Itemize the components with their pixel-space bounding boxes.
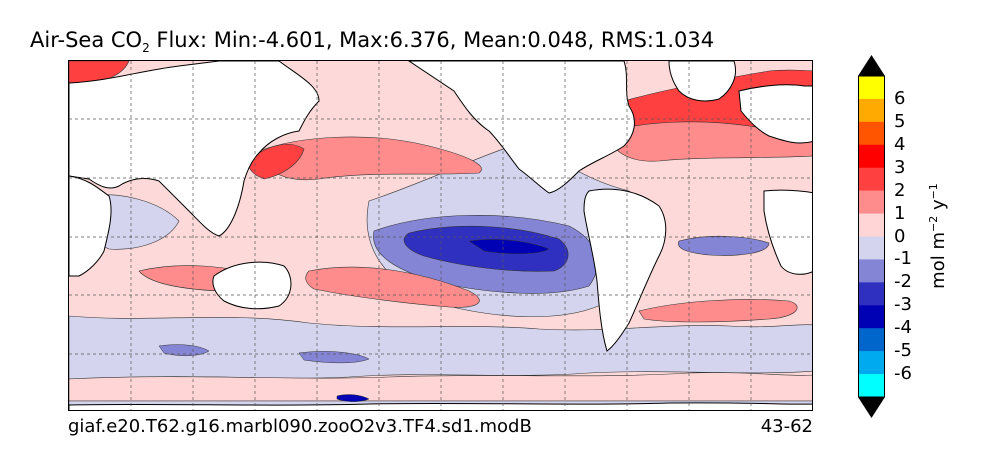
flux-map bbox=[68, 60, 813, 411]
north-pacific-red bbox=[258, 136, 482, 181]
south-pacific-red bbox=[305, 266, 480, 308]
colorbar-tick-label: -2 bbox=[894, 271, 912, 293]
land bbox=[69, 61, 812, 410]
colorbar-tick-label: 3 bbox=[894, 156, 906, 178]
north-america-land bbox=[408, 61, 635, 194]
map-gridlines bbox=[69, 61, 812, 410]
colorbar-tick-label: -3 bbox=[894, 294, 912, 316]
africa-east-land bbox=[763, 189, 812, 275]
map-canvas bbox=[69, 61, 812, 410]
colorbar-tick-label: 1 bbox=[894, 202, 906, 224]
plot-title: Air-Sea CO2 Flux: Min:-4.601, Max:6.376,… bbox=[30, 28, 715, 56]
colorbar-level bbox=[858, 121, 885, 146]
colorbar-tick-label: -1 bbox=[894, 248, 912, 270]
east-pacific-core bbox=[468, 239, 550, 255]
africa-land bbox=[69, 175, 112, 277]
south-atlantic-blue bbox=[678, 235, 770, 256]
colorbar-level bbox=[858, 190, 885, 214]
colorbar-tick-label: 6 bbox=[894, 87, 906, 109]
colorbar-level bbox=[858, 213, 885, 237]
antarctica-land bbox=[69, 402, 812, 410]
colorbar-level bbox=[858, 351, 885, 375]
colorbar-level bbox=[858, 328, 885, 352]
colorbar-level bbox=[858, 167, 885, 191]
colorbar-tick-label: -6 bbox=[894, 363, 912, 385]
colorbar-level bbox=[858, 259, 885, 283]
australia-land bbox=[212, 261, 292, 310]
colorbar-level bbox=[858, 76, 885, 100]
colorbar-units-label: mol m−2 y−1 bbox=[927, 183, 949, 289]
year-range-label: 43-62 bbox=[760, 416, 813, 437]
colorbar-tick-label: -4 bbox=[894, 317, 912, 339]
colorbar-tick-label: 4 bbox=[894, 133, 906, 155]
colorbar-level bbox=[858, 144, 885, 169]
south-america-land bbox=[583, 188, 667, 352]
colorbar-levels bbox=[858, 76, 885, 398]
colorbar-under-triangle bbox=[858, 397, 885, 418]
drake-blue bbox=[336, 394, 370, 402]
europe-land bbox=[738, 84, 812, 144]
colorbar-tick-label: 2 bbox=[894, 179, 906, 201]
colorbar-over-triangle bbox=[858, 55, 885, 76]
south-atlantic-red bbox=[638, 299, 798, 323]
colorbar-level bbox=[858, 236, 885, 260]
colorbar-level bbox=[858, 282, 885, 306]
colorbar-tick-label: -5 bbox=[894, 340, 912, 362]
colorbar-level bbox=[858, 305, 885, 329]
colorbar-tick-label: 0 bbox=[894, 225, 906, 247]
japan-red bbox=[248, 144, 305, 180]
colorbar-tick-label: 5 bbox=[894, 110, 906, 132]
colorbar-level bbox=[858, 98, 885, 123]
colorbar-level bbox=[858, 374, 885, 398]
colorbar bbox=[858, 55, 885, 418]
greenland-land bbox=[668, 61, 736, 102]
southern-ocean-blue-patch bbox=[158, 344, 210, 356]
case-name-label: giaf.e20.T62.g16.marbl090.zooO2v3.TF4.sd… bbox=[68, 416, 532, 437]
colorbar-outline bbox=[858, 75, 885, 398]
eurasia-land bbox=[69, 61, 320, 237]
